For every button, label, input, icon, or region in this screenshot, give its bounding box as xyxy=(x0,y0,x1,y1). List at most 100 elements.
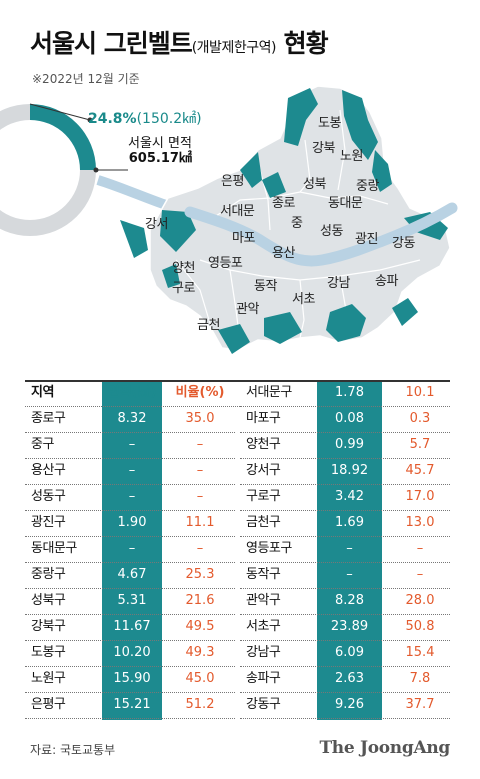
district-ratio: 45.0 xyxy=(185,671,215,686)
map-label-yongsan: 용산 xyxy=(272,246,295,261)
district-name: 서초구 xyxy=(246,619,281,634)
row-divider xyxy=(25,640,235,641)
district-ratio: 0.3 xyxy=(409,411,431,426)
district-name: 노원구 xyxy=(31,671,66,686)
map-label-dobong: 도봉 xyxy=(318,116,341,131)
district-name: 금천구 xyxy=(246,515,281,530)
row-divider xyxy=(25,692,235,693)
district-area: 4.67 xyxy=(117,567,147,582)
district-name: 양천구 xyxy=(246,437,281,452)
district-ratio: 45.7 xyxy=(405,463,435,478)
table-row: 강북구 11.67 49.5 xyxy=(25,614,235,640)
district-name: 강서구 xyxy=(246,463,281,478)
district-ratio: – xyxy=(196,437,204,452)
district-area: – xyxy=(128,541,136,556)
district-name: 강남구 xyxy=(246,645,281,660)
map-label-dongdaemun: 동대문 xyxy=(328,196,363,211)
table-header: 지역 면적(㎢) 비율(%) xyxy=(25,380,240,406)
district-name: 중랑구 xyxy=(31,567,66,582)
district-ratio: 13.0 xyxy=(405,515,435,530)
map-label-nowon: 노원 xyxy=(340,149,363,164)
map-label-yangcheon: 양천 xyxy=(172,261,195,276)
row-divider xyxy=(25,562,235,563)
district-name: 구로구 xyxy=(246,489,281,504)
district-name: 용산구 xyxy=(31,463,66,478)
district-table: 지역 면적(㎢) 비율(%) 종로구 8.32 35.0 중구 – – 용산구 – – 성동구 – – 광진구… xyxy=(25,380,450,720)
map-label-seongdong: 성동 xyxy=(320,224,343,239)
district-area: – xyxy=(128,489,136,504)
district-ratio: – xyxy=(196,463,204,478)
district-name: 도봉구 xyxy=(31,645,66,660)
table-row: 구로구 3.42 17.0 xyxy=(240,484,450,510)
greenbelt-share-slice xyxy=(30,104,96,170)
row-divider xyxy=(240,718,450,719)
map-label-guro: 구로 xyxy=(172,281,195,296)
district-ratio: 37.7 xyxy=(405,697,435,712)
district-ratio: 51.2 xyxy=(185,697,215,712)
district-area: 6.09 xyxy=(335,645,364,660)
district-ratio: 7.8 xyxy=(409,671,431,686)
district-name: 종로구 xyxy=(31,411,66,426)
map-label-gangnam: 강남 xyxy=(327,276,350,291)
row-divider xyxy=(240,562,450,563)
district-area: – xyxy=(346,567,353,582)
table-row: 동작구 – – xyxy=(240,562,450,588)
district-area: – xyxy=(346,541,353,556)
district-area: 11.67 xyxy=(113,619,151,634)
map-label-jungnang: 중랑 xyxy=(356,179,379,194)
district-area: – xyxy=(128,437,136,452)
table-row: 송파구 2.63 7.8 xyxy=(240,666,450,692)
row-divider xyxy=(240,484,450,485)
row-divider xyxy=(240,666,450,667)
district-ratio: 35.0 xyxy=(185,411,215,426)
district-area: – xyxy=(128,463,136,478)
seoul-map: 도봉 강북 노원 은평 성북 종로 중랑 서대문 동대문 강서 마포 중 성동 … xyxy=(0,80,480,370)
map-label-eunpyeong: 은평 xyxy=(221,174,244,189)
row-divider xyxy=(25,432,235,433)
map-label-gwanak: 관악 xyxy=(236,302,259,317)
row-divider xyxy=(25,536,235,537)
district-name: 동대문구 xyxy=(31,541,77,556)
district-area: 5.31 xyxy=(117,593,147,608)
district-ratio: 11.1 xyxy=(185,515,215,530)
district-ratio: 49.5 xyxy=(185,619,215,634)
district-ratio: – xyxy=(196,541,204,556)
district-area: 18.92 xyxy=(330,463,369,478)
district-area: 1.69 xyxy=(335,515,364,530)
date-note: ※2022년 12월 기준 xyxy=(32,72,140,86)
map-label-songpa: 송파 xyxy=(375,274,398,289)
district-name: 은평구 xyxy=(31,697,66,712)
district-area: 9.26 xyxy=(335,697,364,712)
district-ratio: 49.3 xyxy=(185,645,215,660)
map-label-gangseo: 강서 xyxy=(145,217,168,232)
table-row: 광진구 1.90 11.1 xyxy=(25,510,235,536)
row-divider xyxy=(25,484,235,485)
district-area: 0.99 xyxy=(335,437,364,452)
district-name: 중구 xyxy=(31,437,54,452)
table-row: 양천구 0.99 5.7 xyxy=(240,432,450,458)
district-ratio: 5.7 xyxy=(409,437,431,452)
district-ratio: 15.4 xyxy=(405,645,435,660)
row-divider xyxy=(25,614,235,615)
district-ratio: – xyxy=(196,489,204,504)
district-area: 23.89 xyxy=(330,619,369,634)
district-area: 8.28 xyxy=(335,593,364,608)
table-row: 동대문구 – – xyxy=(25,536,235,562)
header-area: 면적(㎢) xyxy=(107,385,157,400)
table-row: 강남구 6.09 15.4 xyxy=(240,640,450,666)
district-name: 강북구 xyxy=(31,619,66,634)
district-area: 1.90 xyxy=(117,515,147,530)
district-ratio: 10.1 xyxy=(405,385,435,400)
district-area: 15.90 xyxy=(113,671,151,686)
table-row: 금천구 1.69 13.0 xyxy=(240,510,450,536)
row-divider xyxy=(25,406,240,407)
seoul-map-graphic xyxy=(0,85,458,354)
right-area-band xyxy=(317,380,382,720)
row-divider xyxy=(240,510,450,511)
map-label-mapo: 마포 xyxy=(232,231,255,246)
district-ratio: – xyxy=(416,567,424,582)
district-area: 3.42 xyxy=(335,489,364,504)
district-ratio: – xyxy=(416,541,424,556)
seoul-area-callout: 서울시 면적 605.17㎢ xyxy=(128,136,192,166)
table-row: 은평구 15.21 51.2 xyxy=(25,692,235,718)
